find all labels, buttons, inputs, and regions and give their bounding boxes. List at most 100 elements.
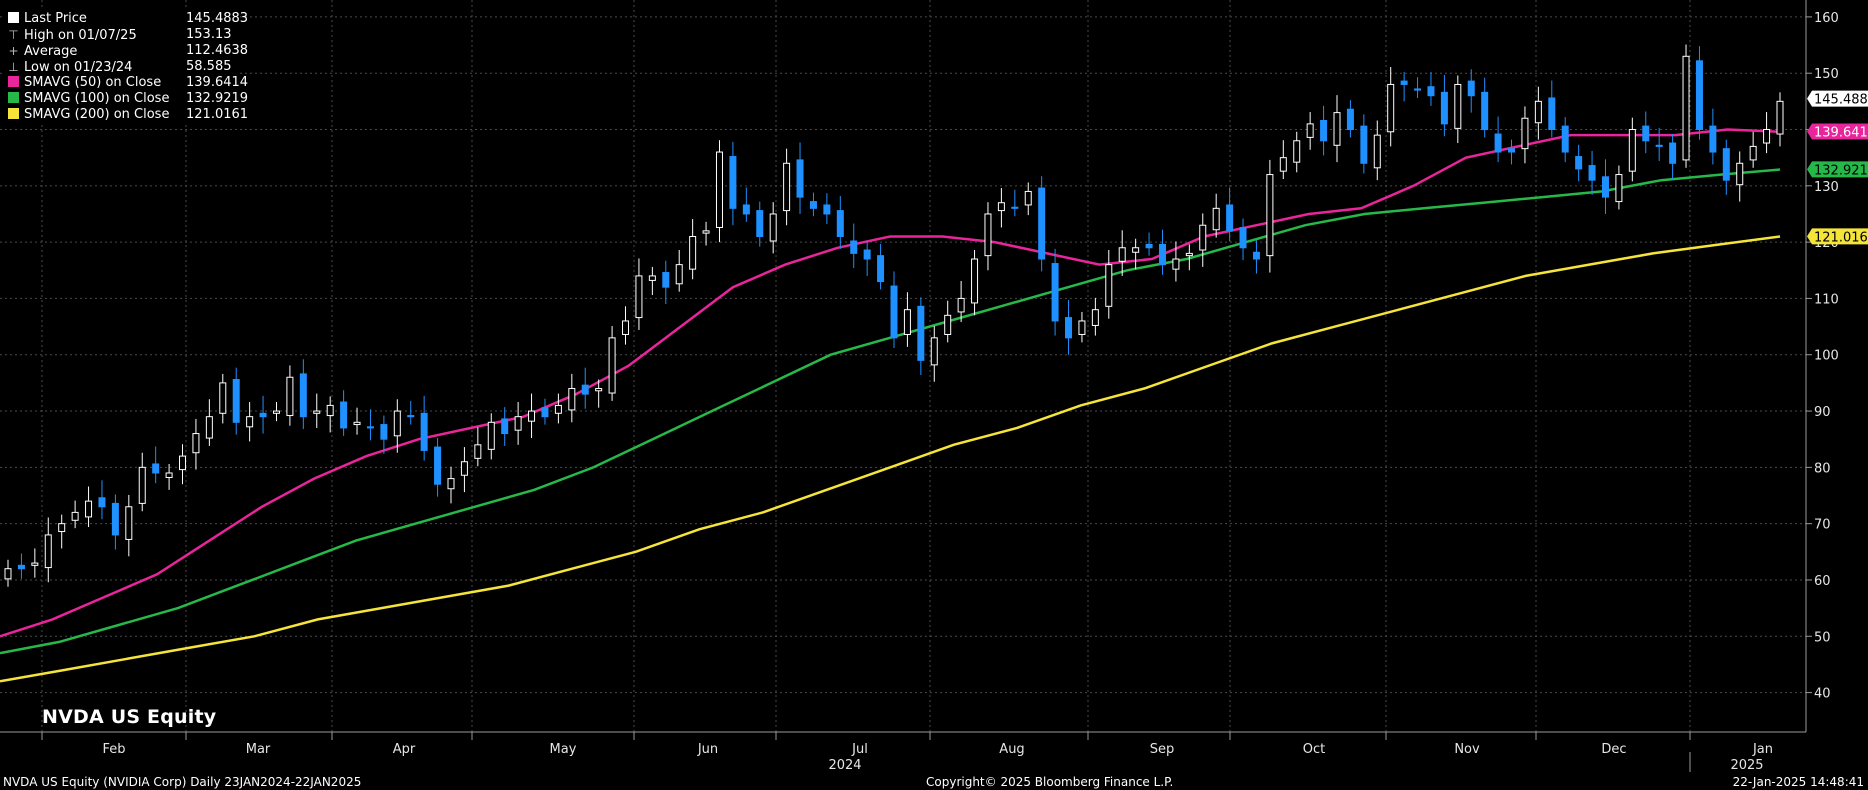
price-label-text: 145.4883	[1814, 93, 1868, 108]
y-tick-label: 100	[1814, 349, 1839, 364]
candle	[917, 297, 925, 376]
legend-item: SMAVG (200) on Close 121.0161	[8, 107, 248, 123]
candle	[1628, 117, 1636, 182]
candle	[930, 326, 938, 382]
y-tick-label: 110	[1814, 292, 1839, 307]
x-year-label: 2024	[828, 758, 861, 773]
candle	[1078, 311, 1086, 343]
candle	[944, 300, 952, 343]
candle	[957, 280, 965, 323]
x-month-label: May	[550, 742, 577, 757]
candle	[1158, 229, 1166, 275]
candle	[246, 402, 254, 442]
candle	[769, 202, 777, 254]
candle	[313, 393, 321, 428]
footer-bar: NVDA US Equity (NVIDIA Corp) Daily 23JAN…	[0, 772, 1868, 790]
candle	[1575, 144, 1583, 182]
candle	[1655, 127, 1663, 162]
candle	[1360, 114, 1368, 174]
candle	[554, 393, 562, 424]
candle	[474, 427, 482, 467]
candle	[783, 148, 791, 226]
candle	[581, 367, 589, 409]
candle	[326, 396, 334, 433]
x-year-label: 2025	[1730, 758, 1763, 773]
candle	[1266, 159, 1274, 273]
candle	[407, 400, 415, 425]
legend-label: SMAVG (50) on Close	[24, 75, 162, 90]
y-tick-label: 60	[1814, 574, 1831, 589]
candle	[1132, 238, 1140, 270]
y-tick-label: 50	[1814, 630, 1831, 645]
candle	[1561, 117, 1569, 163]
candle	[1333, 95, 1341, 163]
candle	[662, 260, 670, 305]
candle	[380, 415, 388, 454]
price-label: 132.9219	[1807, 161, 1868, 178]
candle	[984, 202, 992, 271]
candle	[179, 444, 187, 485]
candle	[1534, 86, 1542, 140]
candle	[286, 365, 294, 426]
candle	[1440, 74, 1448, 137]
candle	[796, 142, 804, 214]
x-month-label: Jan	[1752, 742, 1773, 757]
footer-security-info: NVDA US Equity (NVIDIA Corp) Daily 23JAN…	[3, 775, 362, 789]
candle	[1185, 244, 1193, 271]
candle	[353, 407, 361, 435]
legend-label: Average	[24, 44, 78, 59]
legend-swatch	[8, 108, 19, 119]
candle	[1051, 248, 1059, 336]
price-label-text: 132.9219	[1814, 163, 1868, 178]
candle	[568, 373, 576, 423]
candle	[1105, 250, 1113, 319]
candle	[1346, 100, 1354, 138]
x-month-label: Jun	[697, 742, 718, 757]
candle	[44, 517, 52, 583]
price-label: 145.4883	[1807, 90, 1868, 108]
candlesticks	[4, 44, 1784, 587]
legend-swatch	[8, 76, 19, 87]
candle	[447, 466, 455, 504]
candle	[1038, 176, 1046, 272]
candle	[1548, 80, 1556, 138]
candle	[1091, 297, 1099, 336]
legend-label: Low on 01/23/24	[24, 60, 133, 75]
candle	[1601, 159, 1609, 214]
candle	[809, 192, 817, 217]
candle	[1306, 112, 1314, 150]
candle	[165, 463, 173, 490]
candle	[1212, 193, 1220, 238]
candle	[595, 379, 603, 408]
legend-label: Last Price	[24, 11, 87, 26]
candle	[366, 409, 374, 441]
candle	[1642, 111, 1650, 154]
legend-item: ⊥ Low on 01/23/24 58.585	[8, 59, 231, 75]
candle	[1481, 77, 1489, 138]
candle	[1588, 150, 1596, 195]
candle	[1011, 189, 1019, 217]
candle	[514, 402, 522, 445]
candle	[622, 306, 630, 345]
candle	[219, 373, 227, 424]
candle	[420, 395, 428, 461]
grid-lines	[0, 0, 1806, 732]
candle	[1682, 44, 1690, 168]
candle	[487, 413, 495, 460]
candle	[232, 367, 240, 435]
legend-value: 139.6414	[186, 75, 249, 90]
x-month-label: Dec	[1601, 742, 1626, 757]
candle	[1615, 165, 1623, 210]
low-marker-icon: ⊥	[8, 60, 19, 74]
legend-value: 145.4883	[186, 11, 249, 26]
legend-swatch	[8, 92, 19, 103]
candle	[1736, 151, 1744, 202]
candle	[1226, 187, 1234, 241]
x-month-label: Feb	[102, 742, 125, 757]
candle	[1414, 77, 1422, 98]
y-tick-label: 150	[1814, 67, 1839, 82]
candle	[111, 494, 119, 550]
x-month-label: Mar	[246, 742, 271, 757]
legend-label: SMAVG (100) on Close	[24, 91, 170, 106]
